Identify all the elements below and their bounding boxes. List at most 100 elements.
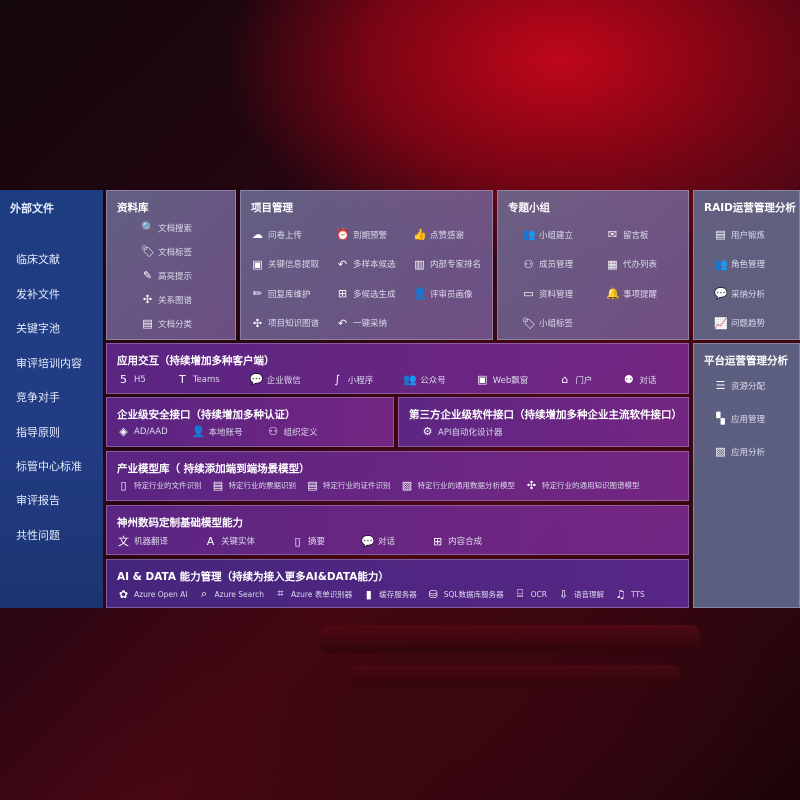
sidebar-item[interactable]: 指导原则 bbox=[16, 426, 60, 439]
feature-item[interactable]: ▚ 应用管理 bbox=[714, 412, 765, 425]
feature-item[interactable]: T Teams bbox=[176, 373, 220, 386]
sidebar-item[interactable]: 关键字池 bbox=[16, 322, 60, 335]
panel-title: 企业级安全接口（持续增加多种认证） bbox=[117, 409, 296, 421]
feature-item[interactable]: ▤ 特定行业的票据识别 bbox=[212, 479, 296, 492]
feature-item[interactable]: ▣ 关键信息提取 bbox=[251, 258, 319, 271]
feature-item[interactable]: ▤ 用户锻炼 bbox=[714, 228, 765, 241]
graph-icon: ✣ bbox=[252, 316, 263, 330]
feature-item[interactable]: ▭ 资料管理 bbox=[522, 287, 573, 300]
feature-item[interactable]: ▨ 特定行业的通用数据分析模型 bbox=[401, 479, 515, 492]
feature-item[interactable]: ▤ 文档分类 bbox=[141, 317, 192, 330]
feature-item[interactable]: ▥ 内部专家排名 bbox=[413, 258, 481, 271]
feature-item[interactable]: ✏ 回复库维护 bbox=[251, 287, 311, 300]
feature-item[interactable]: ▦ 代办列表 bbox=[606, 258, 657, 271]
feature-item[interactable]: ▤ 特定行业的证件识别 bbox=[306, 479, 391, 492]
users-icon: 👥 bbox=[714, 257, 728, 271]
feature-item[interactable]: ⌸ OCR bbox=[514, 587, 547, 601]
item-label: 特定行业的文件识别 bbox=[134, 481, 202, 490]
portal-icon: ⌂ bbox=[561, 373, 569, 386]
item-label: 事项提醒 bbox=[623, 289, 658, 300]
sidebar-item[interactable]: 共性问题 bbox=[16, 529, 60, 542]
feature-item[interactable]: ✣ 关系图谱 bbox=[141, 293, 192, 306]
feature-item[interactable]: ✣ 特定行业的通用知识图谱模型 bbox=[525, 479, 640, 492]
database-icon: ⛁ bbox=[428, 587, 438, 601]
sidebar-item[interactable]: 标管中心标准 bbox=[16, 460, 82, 473]
feature-item[interactable]: 👥 角色管理 bbox=[714, 258, 765, 271]
feature-item[interactable]: 👥 公众号 bbox=[403, 373, 446, 386]
item-label: Web飘窗 bbox=[492, 375, 529, 386]
panel-title: 专题小组 bbox=[508, 202, 550, 214]
item-label: 内部专家排名 bbox=[430, 260, 482, 270]
feature-item[interactable]: ⌂ 门户 bbox=[558, 373, 592, 386]
feature-item[interactable]: ⌗ Azure 表单识别器 bbox=[274, 587, 352, 601]
panel-title: 平台运营管理分析 bbox=[704, 355, 788, 367]
folder-icon: ▭ bbox=[523, 287, 534, 300]
feature-item[interactable]: ✎ 高亮提示 bbox=[141, 269, 192, 282]
feature-item[interactable]: ◈ AD/AAD bbox=[117, 425, 167, 438]
feature-item[interactable]: 👤 本地账号 bbox=[192, 425, 243, 438]
feature-item[interactable]: ✉ 留言板 bbox=[606, 228, 649, 241]
feature-item[interactable]: 👥 小组建立 bbox=[522, 228, 573, 241]
item-label: 特定行业的证件识别 bbox=[323, 481, 391, 490]
item-label: 对话 bbox=[378, 537, 396, 547]
feature-item[interactable]: ☁ 问卷上传 bbox=[251, 228, 302, 241]
feature-item[interactable]: 🏷 小组标签 bbox=[522, 317, 573, 330]
panel-third-party: 第三方企业级软件接口（持续增加多种企业主流软件接口） ⚙ API自动化设计器 bbox=[398, 397, 689, 447]
sidebar-item[interactable]: 审评报告 bbox=[16, 494, 60, 507]
feature-row: 5 H5 T Teams 💬 企业微信 ∫ 小程序 👥 公众号 ▣ Web飘窗 ⌂ 门户 ⚉ 对话 bbox=[117, 373, 682, 386]
chart-icon: ▧ bbox=[715, 445, 726, 458]
sidebar-item[interactable]: 竞争对手 bbox=[16, 391, 60, 404]
feature-item[interactable]: ↶ 多样本候选 bbox=[336, 258, 396, 271]
feature-item[interactable]: ⌕ Azure Search bbox=[198, 587, 264, 601]
feature-item[interactable]: ∫ 小程序 bbox=[331, 373, 373, 386]
item-label: 关键信息提取 bbox=[268, 260, 320, 270]
feature-item[interactable]: ♫ TTS bbox=[614, 587, 645, 601]
sidebar: 外部文件 临床文献 发补文件 关键字池 审评培训内容 竞争对手 指导原则 标管中心标准 审评报… bbox=[0, 190, 103, 608]
feature-item[interactable]: ⚇ 成员管理 bbox=[522, 258, 573, 271]
feature-item[interactable]: 💬 企业微信 bbox=[250, 373, 301, 386]
feature-item[interactable]: ✣ 项目知识图谱 bbox=[251, 317, 319, 330]
feature-item[interactable]: 💬 对话 bbox=[361, 533, 395, 549]
feature-item[interactable]: 🔍 文档搜索 bbox=[141, 221, 192, 234]
feature-item[interactable]: 👍 点赞感谢 bbox=[413, 228, 464, 241]
feature-item[interactable]: ⊞ 内容合成 bbox=[431, 533, 482, 549]
feature-item[interactable]: ⚙ API自动化设计器 bbox=[421, 425, 503, 438]
feature-item[interactable]: 🔔 事项提醒 bbox=[606, 287, 657, 300]
sidebar-item[interactable]: 临床文献 bbox=[16, 253, 60, 266]
feature-item[interactable]: 🏷 文档标签 bbox=[141, 245, 192, 258]
cloud-upload-icon: ☁ bbox=[252, 228, 263, 241]
qa-icon: 💬 bbox=[714, 287, 728, 300]
feature-item[interactable]: ▣ Web飘窗 bbox=[476, 373, 529, 386]
bbs-icon: ✉ bbox=[607, 228, 618, 241]
feature-row: ✿ Azure Open AI ⌕ Azure Search ⌗ Azure 表单识别器 ▮… bbox=[117, 587, 682, 601]
feature-item[interactable]: ▮ 缓存服务器 bbox=[362, 587, 417, 601]
feature-item[interactable]: ⚇ 组织定义 bbox=[267, 425, 317, 438]
feature-item[interactable]: ▯ 摘要 bbox=[291, 533, 326, 549]
feature-item[interactable]: ☰ 资源分配 bbox=[714, 379, 765, 392]
sidebar-item[interactable]: 发补文件 bbox=[16, 288, 60, 301]
feature-item[interactable]: ⏰ 到期预警 bbox=[336, 228, 387, 241]
panel-project: 项目管理 ☁ 问卷上传 ⏰ 到期预警 👍 点赞感谢 ▣ 关键信息提取 ↶ 多样本候选 ▥ 内部专家排名 ✏… bbox=[240, 190, 493, 340]
feature-item[interactable]: ▯ 特定行业的文件识别 bbox=[117, 479, 202, 492]
sidebar-item[interactable]: 审评培训内容 bbox=[16, 357, 82, 370]
feature-item[interactable]: A 关键实体 bbox=[204, 533, 255, 549]
feature-item[interactable]: ⇩ 语音理解 bbox=[557, 587, 604, 601]
puzzle-icon: ⊞ bbox=[337, 287, 348, 300]
feature-item[interactable]: ⚉ 对话 bbox=[622, 373, 656, 386]
feature-item[interactable]: ✿ Azure Open AI bbox=[117, 587, 188, 601]
feature-item[interactable]: 文机器翻译 bbox=[117, 533, 168, 549]
item-label: 对话 bbox=[639, 375, 657, 386]
feature-row: ▯ 特定行业的文件识别 ▤ 特定行业的票据识别 ▤ 特定行业的证件识别 ▨ 特定行业的通用数据… bbox=[117, 479, 682, 492]
feature-item[interactable]: 👤 评审员画像 bbox=[413, 287, 473, 300]
feature-item[interactable]: 💬 采纳分析 bbox=[714, 287, 765, 300]
feature-item[interactable]: 5 H5 bbox=[117, 373, 146, 386]
feature-item[interactable]: ⛁ SQL数据库服务器 bbox=[427, 587, 504, 601]
item-label: API自动化设计器 bbox=[438, 427, 503, 438]
feature-row: ◈ AD/AAD 👤 本地账号 ⚇ 组织定义 bbox=[117, 425, 387, 438]
feature-item[interactable]: ▧ 应用分析 bbox=[714, 445, 765, 458]
users-icon: 👥 bbox=[522, 228, 536, 241]
item-label: 应用分析 bbox=[731, 447, 766, 458]
feature-item[interactable]: 📈 问题趋势 bbox=[714, 317, 765, 330]
feature-item[interactable]: ⊞ 多候选生成 bbox=[336, 287, 396, 300]
feature-item[interactable]: ↶ 一键采纳 bbox=[336, 317, 387, 330]
